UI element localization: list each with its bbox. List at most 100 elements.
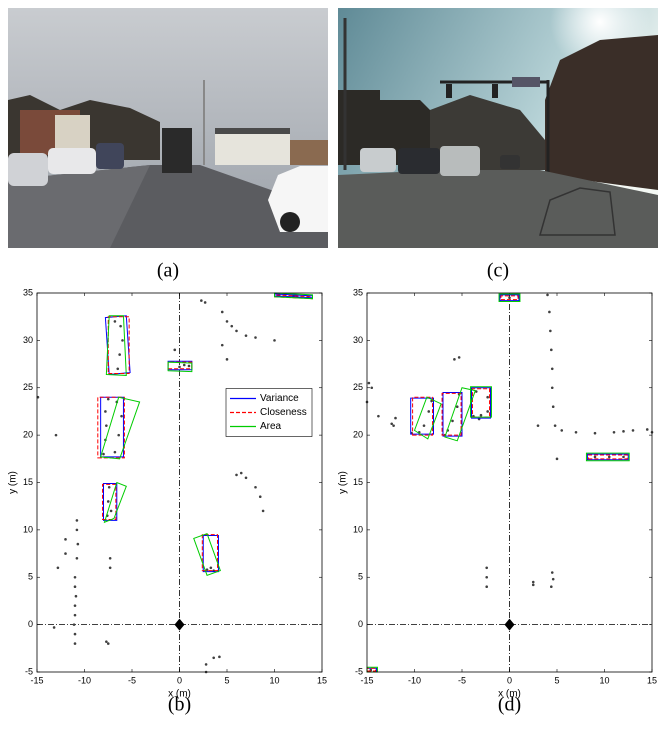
point bbox=[486, 410, 489, 413]
point bbox=[551, 571, 554, 574]
point bbox=[370, 386, 373, 389]
point bbox=[117, 434, 120, 437]
point bbox=[75, 595, 78, 598]
point bbox=[109, 566, 112, 569]
point bbox=[262, 510, 265, 513]
point bbox=[235, 330, 238, 333]
point bbox=[546, 294, 549, 297]
y-tick-label: 0 bbox=[28, 619, 33, 629]
point bbox=[556, 458, 559, 461]
point bbox=[390, 422, 393, 425]
point bbox=[210, 566, 213, 569]
point bbox=[608, 456, 611, 459]
point bbox=[537, 424, 540, 427]
point bbox=[221, 344, 224, 347]
point bbox=[646, 428, 649, 431]
point bbox=[226, 358, 229, 361]
point bbox=[173, 349, 176, 352]
point bbox=[622, 456, 625, 459]
point bbox=[205, 663, 208, 666]
point bbox=[453, 358, 456, 361]
point bbox=[613, 431, 616, 434]
point bbox=[554, 424, 557, 427]
point bbox=[221, 311, 224, 314]
point bbox=[55, 434, 58, 437]
y-tick-label: 0 bbox=[358, 619, 363, 629]
point bbox=[118, 353, 121, 356]
y-tick-label: 25 bbox=[23, 382, 33, 392]
point bbox=[105, 640, 108, 643]
figure: (a) (c) -15-10-5051015-505101520253035x … bbox=[0, 0, 658, 740]
y-tick-label: 5 bbox=[358, 572, 363, 582]
point bbox=[458, 356, 461, 359]
point bbox=[551, 368, 554, 371]
x-tick-label: 15 bbox=[317, 675, 327, 685]
point bbox=[485, 585, 488, 588]
point bbox=[423, 424, 426, 427]
y-tick-label: 5 bbox=[28, 572, 33, 582]
y-tick-label: 20 bbox=[23, 430, 33, 440]
point bbox=[74, 642, 77, 645]
y-tick-label: 30 bbox=[23, 335, 33, 345]
point bbox=[552, 578, 555, 581]
point bbox=[116, 368, 119, 371]
point bbox=[76, 519, 79, 522]
point bbox=[178, 366, 181, 369]
point bbox=[230, 325, 233, 328]
point bbox=[102, 453, 105, 456]
point bbox=[273, 339, 276, 342]
x-tick-label: -5 bbox=[128, 675, 136, 685]
y-tick-label: 35 bbox=[23, 287, 33, 297]
point bbox=[109, 557, 112, 560]
legend-label: Area bbox=[260, 421, 282, 432]
point bbox=[456, 405, 459, 408]
photo-a bbox=[8, 8, 328, 248]
point bbox=[119, 325, 122, 328]
legend-label: Closeness bbox=[260, 407, 307, 418]
point bbox=[204, 301, 207, 304]
x-tick-label: -15 bbox=[360, 675, 373, 685]
x-tick-label: 0 bbox=[507, 675, 512, 685]
x-tick-label: -10 bbox=[78, 675, 91, 685]
x-tick-label: -15 bbox=[30, 675, 43, 685]
x-tick-label: 10 bbox=[599, 675, 609, 685]
point bbox=[480, 414, 483, 417]
point bbox=[114, 320, 117, 323]
y-tick-label: 35 bbox=[353, 287, 363, 297]
point bbox=[74, 633, 77, 636]
point bbox=[486, 396, 489, 399]
point bbox=[240, 472, 243, 475]
x-tick-label: 5 bbox=[224, 675, 229, 685]
point bbox=[532, 584, 535, 587]
point bbox=[368, 382, 371, 385]
point bbox=[73, 623, 76, 626]
point bbox=[485, 566, 488, 569]
point bbox=[548, 311, 551, 314]
point bbox=[108, 486, 111, 489]
point bbox=[104, 410, 107, 413]
point bbox=[594, 432, 597, 435]
point bbox=[183, 364, 186, 367]
point bbox=[560, 429, 563, 432]
point bbox=[188, 365, 191, 368]
point bbox=[76, 557, 79, 560]
point bbox=[114, 451, 117, 454]
point bbox=[377, 415, 380, 418]
x-tick-label: -10 bbox=[408, 675, 421, 685]
point bbox=[107, 500, 110, 503]
point bbox=[107, 398, 110, 401]
point bbox=[550, 585, 553, 588]
y-tick-label: -5 bbox=[25, 666, 33, 676]
x-tick-label: -5 bbox=[458, 675, 466, 685]
point bbox=[451, 420, 454, 423]
point bbox=[575, 431, 578, 434]
y-tick-label: -5 bbox=[355, 666, 363, 676]
point bbox=[394, 417, 397, 420]
point bbox=[226, 320, 229, 323]
point bbox=[74, 604, 77, 607]
x-tick-label: 15 bbox=[647, 675, 657, 685]
point bbox=[57, 566, 60, 569]
x-tick-label: 0 bbox=[177, 675, 182, 685]
point bbox=[427, 410, 430, 413]
point bbox=[235, 474, 238, 477]
